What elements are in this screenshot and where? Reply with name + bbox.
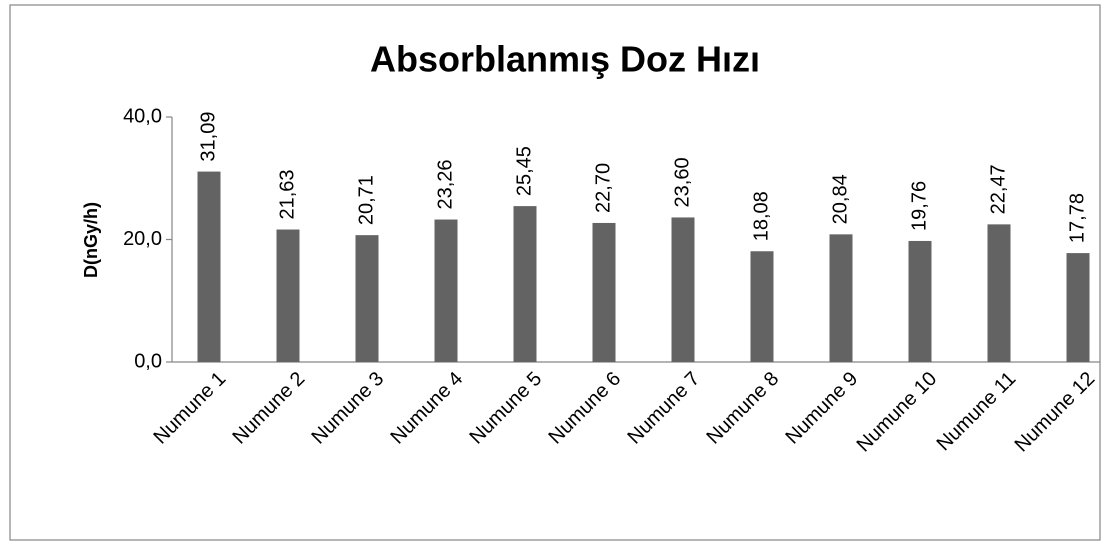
y-tick-label: 0,0 — [134, 350, 162, 372]
value-label: 31,09 — [197, 112, 219, 162]
y-tick-label: 20,0 — [123, 228, 162, 250]
value-label: 23,26 — [434, 159, 456, 209]
bar — [908, 240, 932, 362]
bar — [829, 234, 853, 362]
value-label: 23,60 — [671, 157, 693, 207]
bar — [276, 229, 300, 362]
value-label: 18,08 — [750, 191, 772, 241]
bar — [1066, 253, 1090, 362]
chart-border — [9, 4, 1101, 541]
value-label: 25,45 — [513, 146, 535, 196]
value-label: 22,47 — [987, 164, 1009, 214]
value-label: 20,84 — [829, 174, 851, 224]
bar — [513, 206, 537, 362]
bar — [592, 222, 616, 362]
value-label: 20,71 — [355, 175, 377, 225]
bar — [355, 235, 379, 362]
chart-title: Absorblanmış Doz Hızı — [370, 39, 760, 80]
value-label: 19,76 — [908, 181, 930, 231]
bar — [987, 224, 1011, 362]
y-tick-label: 40,0 — [123, 105, 162, 127]
bar — [434, 219, 458, 362]
value-label: 21,63 — [276, 169, 298, 219]
bar — [750, 251, 774, 362]
bar — [197, 171, 221, 362]
bar — [671, 217, 695, 362]
value-label: 22,70 — [592, 163, 614, 213]
y-axis-label: D(nGy/h) — [81, 202, 101, 278]
value-label: 17,78 — [1066, 193, 1088, 243]
